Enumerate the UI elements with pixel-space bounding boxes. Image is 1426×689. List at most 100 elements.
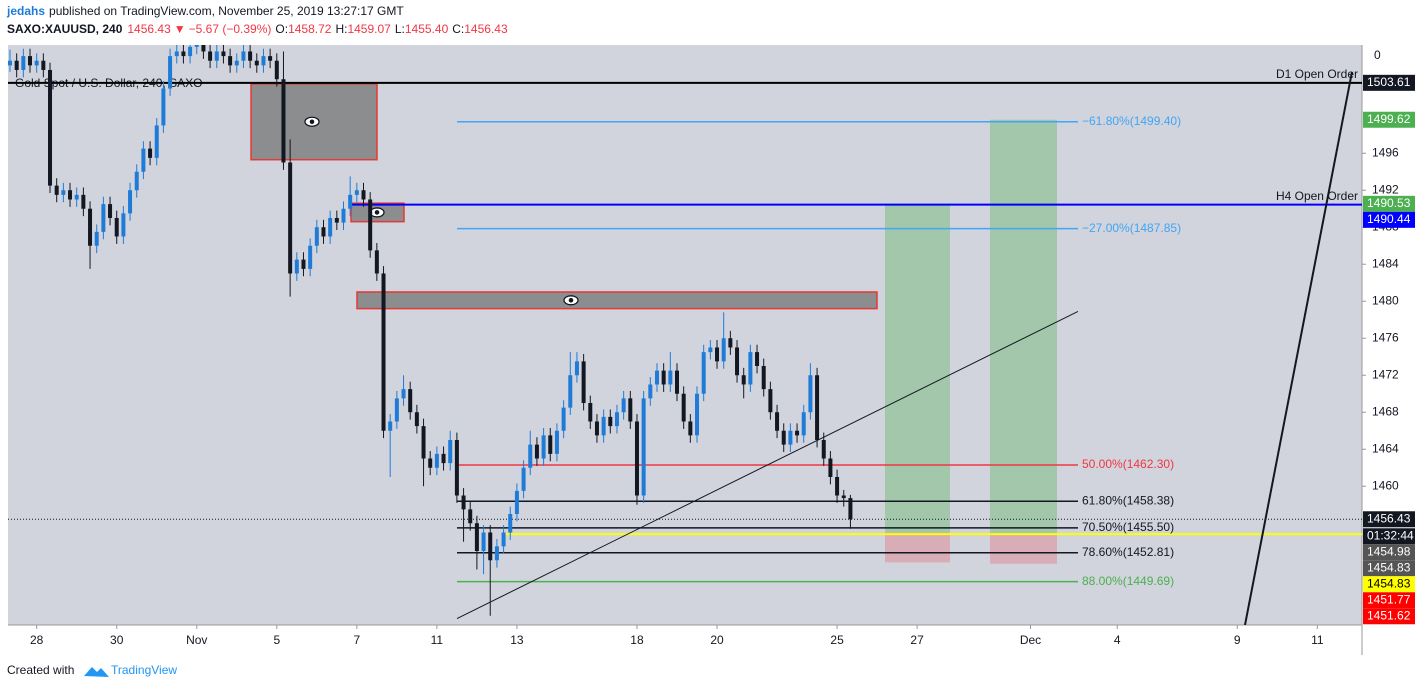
candle-body: [54, 185, 59, 195]
candle-body: [74, 194, 79, 200]
candle-body: [428, 458, 433, 468]
candle-body: [14, 60, 19, 70]
y-tick-label: 1468: [1372, 404, 1399, 418]
logo: [84, 667, 109, 677]
candle-body: [581, 361, 586, 403]
candle-body: [728, 338, 733, 348]
y-tick-label: 1472: [1372, 367, 1399, 381]
candle-body: [141, 148, 146, 172]
eye-pupil: [374, 210, 380, 215]
price-label-bg: [1363, 576, 1415, 593]
candle-body: [401, 389, 406, 399]
candle-body: [641, 398, 646, 496]
candle-body: [281, 79, 286, 163]
candle-body: [494, 546, 499, 561]
candle-body: [474, 523, 479, 551]
candle-body: [108, 204, 113, 218]
candle-body: [588, 402, 593, 422]
fib-label: 61.80%(1458.38): [1082, 493, 1174, 507]
plot-bg: [8, 45, 1362, 625]
candle-body: [701, 352, 706, 394]
header-line: jedahs published on TradingView.com, Nove…: [6, 4, 404, 18]
candle-body: [501, 532, 506, 547]
candle-body: [461, 495, 466, 510]
candle-body: [128, 190, 133, 214]
candle-body: [448, 439, 453, 464]
x-tick-label: 13: [510, 633, 524, 647]
candle-body: [341, 208, 346, 223]
candle-body: [554, 430, 559, 454]
price-label: 1454.83: [1367, 560, 1411, 574]
level-label: D1 Open Order: [1276, 67, 1358, 81]
candle-body: [514, 490, 519, 514]
candle-body: [361, 190, 366, 200]
countdown: 01:32:44: [1367, 528, 1414, 542]
candle-body: [368, 199, 373, 251]
fib-label: −61.80%(1499.40): [1082, 114, 1181, 128]
eye-pupil: [309, 119, 315, 125]
candle-body: [835, 476, 840, 496]
candle-body: [21, 56, 26, 70]
candle-body: [268, 56, 273, 61]
trendline: [1244, 71, 1353, 625]
y-tick-label: 1496: [1372, 145, 1399, 159]
candle-body: [334, 217, 339, 223]
price-label: 1499.62: [1367, 112, 1411, 126]
candle-body: [508, 513, 513, 533]
candle-body: [768, 389, 773, 413]
candle-body: [194, 45, 199, 47]
x-tick-label: 28: [30, 633, 44, 647]
candle-body: [688, 421, 693, 436]
field-value: 1456.43: [464, 22, 508, 36]
price-label: 1454.83: [1367, 576, 1411, 590]
candle-body: [521, 467, 526, 491]
price-label-bg: [1363, 211, 1415, 228]
y-tick-label: 1464: [1372, 441, 1399, 455]
y-tick-label: 1492: [1372, 182, 1399, 196]
candle-body: [568, 375, 573, 408]
price-label-bg: [1363, 608, 1415, 625]
candle-body: [168, 56, 173, 89]
candle-body: [434, 453, 439, 468]
eye-pupil: [568, 298, 574, 303]
candle-body: [775, 412, 780, 431]
price-label-bg: [1363, 592, 1415, 609]
price-label: 1451.77: [1367, 592, 1411, 606]
plot-area: [8, 45, 1362, 625]
candle-body: [321, 227, 326, 237]
candle-body: [601, 416, 606, 436]
zone: [356, 291, 878, 310]
candle-body: [715, 347, 720, 362]
candle-body: [101, 204, 106, 232]
field-key: H:: [335, 22, 347, 36]
price-label: 1503.61: [1367, 75, 1411, 89]
price-label-bg: [1363, 111, 1415, 128]
price-label-bg: [1363, 511, 1415, 528]
candle-body: [761, 365, 766, 390]
candle-body: [94, 231, 99, 246]
x-tick-label: 11: [431, 633, 444, 647]
candle-body: [328, 217, 333, 237]
countdown-bg: [1363, 528, 1415, 545]
candle-body: [201, 45, 206, 52]
footer: Created with TradingView: [7, 663, 177, 677]
candle-body: [308, 245, 313, 269]
candle-body: [394, 398, 399, 422]
symbol: SAXO:XAUUSD, 240: [7, 22, 123, 36]
target-box: [885, 203, 950, 533]
candle-body: [348, 194, 353, 209]
price-label: 1454.98: [1367, 544, 1411, 558]
x-tick-label: 9: [1234, 633, 1241, 647]
change-arrow: ▼: [174, 22, 186, 36]
stop-box: [990, 534, 1057, 564]
candle-body: [481, 532, 486, 551]
candle-body: [848, 498, 853, 520]
candle-body: [541, 435, 546, 459]
candle-body: [41, 60, 46, 70]
candle-body: [548, 435, 553, 454]
candle-body: [228, 56, 233, 66]
candle-body: [421, 426, 426, 459]
candle-body: [648, 384, 653, 399]
x-tick-label: 30: [110, 633, 124, 647]
x-tick-label: 25: [830, 633, 844, 647]
